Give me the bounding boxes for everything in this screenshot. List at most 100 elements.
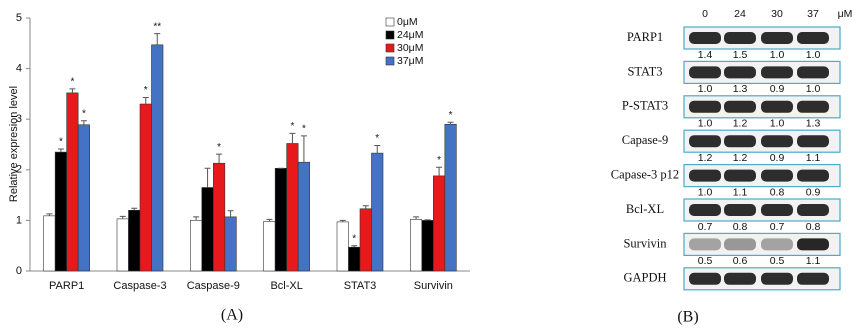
blot-value: 1.2	[698, 152, 713, 164]
blot-band	[689, 101, 721, 113]
blot-column-label: 24	[734, 8, 746, 20]
blot-value: 0.5	[698, 255, 713, 267]
y-tick-label: 4	[16, 63, 22, 75]
error-bar	[205, 168, 211, 187]
blot-band	[761, 170, 793, 182]
blot-row-label: Capase-3 p12	[611, 167, 679, 181]
x-tick-label: Caspase-3	[113, 280, 166, 292]
x-tick-label: Bcl-XL	[270, 280, 302, 292]
blot-band	[761, 32, 793, 44]
legend-swatch	[386, 44, 394, 52]
error-bar	[363, 206, 369, 209]
significance-mark: *	[449, 110, 453, 121]
blot-band	[689, 170, 721, 182]
error-bar	[143, 97, 149, 104]
y-tick-label: 0	[16, 265, 22, 277]
blot-band	[761, 66, 793, 78]
error-bar	[131, 208, 137, 210]
blot-band	[797, 135, 829, 147]
blot-band	[761, 101, 793, 113]
blot-band	[797, 238, 829, 250]
significance-mark: *	[437, 155, 441, 166]
bar	[360, 209, 372, 271]
blot-value: 0.9	[770, 83, 785, 95]
significance-mark: *	[59, 137, 63, 148]
y-axis-label: Relative expresion level	[8, 86, 20, 202]
blot-value: 0.5	[770, 255, 785, 267]
error-bar	[289, 133, 295, 143]
bar	[433, 176, 445, 271]
error-bar	[193, 217, 199, 221]
bar	[152, 45, 164, 271]
bar	[372, 153, 384, 271]
panel-label: (A)	[221, 307, 243, 324]
bar	[44, 216, 56, 271]
bar	[213, 163, 225, 271]
blot-band	[797, 273, 829, 285]
error-bar	[228, 211, 234, 217]
blot-band	[689, 273, 721, 285]
blot-value: 1.2	[733, 152, 748, 164]
blot-band	[689, 204, 721, 216]
blot-band	[724, 101, 756, 113]
blot-value: 1.1	[733, 186, 748, 198]
blot-band	[689, 238, 721, 250]
significance-mark: *	[290, 121, 294, 132]
x-tick-label: Survivin	[414, 280, 453, 292]
bar	[349, 247, 361, 271]
blot-value: 0.9	[806, 186, 821, 198]
bar	[264, 221, 276, 271]
significance-mark: *	[375, 133, 379, 144]
bar	[55, 152, 67, 271]
legend-swatch	[386, 31, 394, 39]
significance-mark: *	[302, 124, 306, 135]
bar	[67, 93, 79, 271]
bar	[410, 219, 422, 271]
significance-mark: **	[153, 21, 161, 32]
blot-value: 0.9	[770, 152, 785, 164]
blot-row-label: GAPDH	[623, 271, 666, 285]
blot-value: 1.0	[698, 118, 713, 130]
blot-band	[724, 66, 756, 78]
bar	[445, 124, 457, 271]
blot-value: 1.0	[698, 83, 713, 95]
panel-label: (B)	[677, 309, 698, 326]
blot-value: 1.0	[770, 118, 785, 130]
significance-mark: *	[82, 108, 86, 119]
y-tick-label: 1	[16, 214, 22, 226]
x-tick-label: PARP1	[49, 280, 84, 292]
bar	[202, 188, 214, 271]
blot-row-label: P-STAT3	[622, 99, 668, 113]
error-bar	[266, 219, 272, 221]
blot-value: 1.5	[733, 49, 748, 61]
blot-value: 0.6	[733, 255, 748, 267]
bar	[190, 220, 202, 271]
bar	[422, 220, 434, 271]
significance-mark: *	[144, 85, 148, 96]
bar	[337, 222, 349, 271]
blot-value: 1.0	[770, 49, 785, 61]
blot-value: 0.7	[770, 221, 785, 233]
error-bar	[413, 217, 419, 220]
blot-value: 1.0	[698, 186, 713, 198]
blot-band	[724, 170, 756, 182]
error-bar	[374, 146, 380, 154]
blot-band	[724, 273, 756, 285]
error-bar	[301, 136, 307, 162]
error-bar	[425, 220, 431, 221]
blot-value: 1.4	[698, 49, 713, 61]
blot-band	[689, 135, 721, 147]
x-tick-label: STAT3	[344, 280, 377, 292]
significance-mark: *	[352, 233, 356, 244]
error-bar	[448, 122, 454, 124]
blot-value: 0.8	[733, 221, 748, 233]
blot-band	[724, 135, 756, 147]
blot-band	[797, 66, 829, 78]
blot-row-label: PARP1	[627, 30, 663, 44]
blot-unit: μM	[838, 8, 853, 20]
legend-swatch	[386, 18, 394, 26]
blot-band	[724, 204, 756, 216]
blot-band	[761, 204, 793, 216]
error-bar	[216, 154, 222, 163]
blot-column-label: 0	[702, 8, 708, 20]
